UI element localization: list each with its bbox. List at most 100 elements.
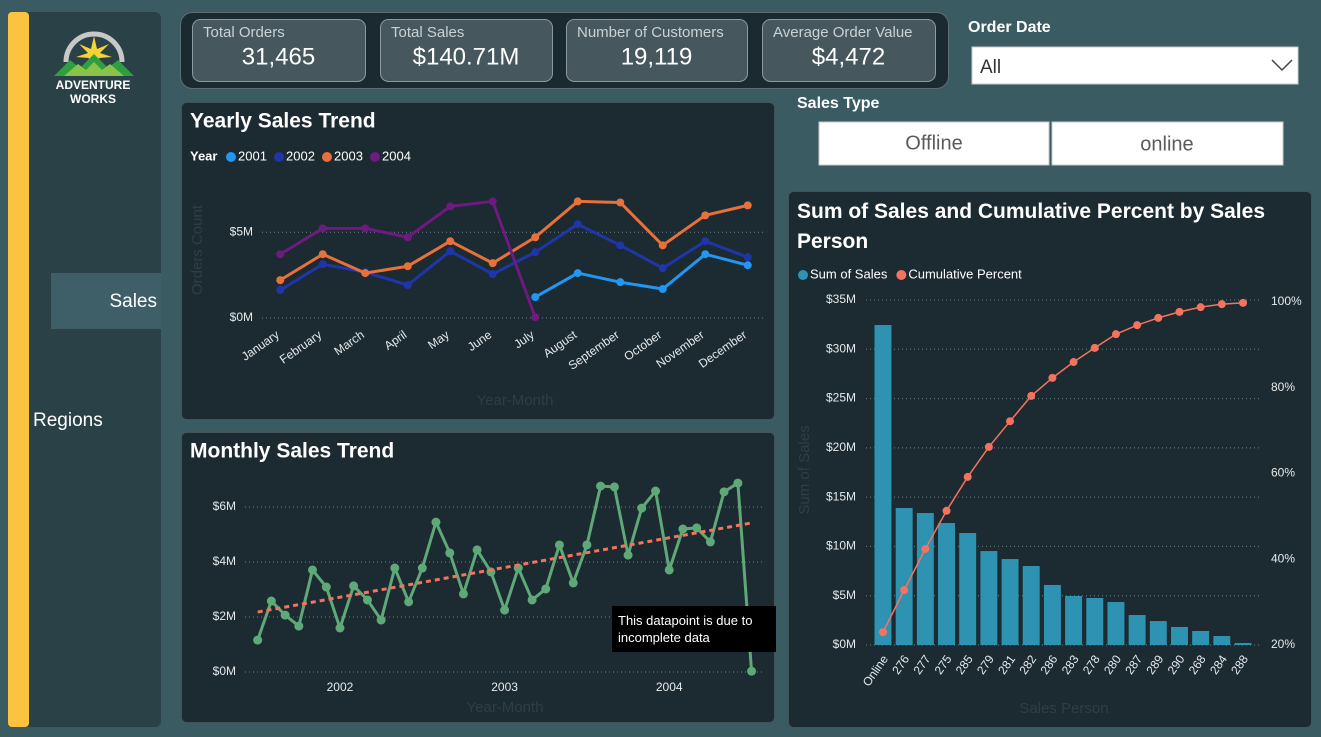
point <box>743 201 752 210</box>
point <box>318 250 327 259</box>
legend-label: 2003 <box>334 148 363 163</box>
bar <box>895 507 913 645</box>
point <box>500 605 510 615</box>
bar <box>1192 631 1210 645</box>
bar <box>1043 584 1061 645</box>
point <box>403 262 412 271</box>
point <box>531 313 540 322</box>
kpi-value: $140.71M <box>413 43 520 70</box>
nav-item-active[interactable] <box>51 273 161 329</box>
point <box>651 486 661 496</box>
legend-swatch <box>370 152 380 162</box>
line <box>534 252 749 299</box>
point <box>431 517 441 527</box>
slicer-button[interactable] <box>1051 121 1284 166</box>
point <box>266 596 276 606</box>
kpi-strip <box>180 12 949 89</box>
y-tick-label: $20M <box>826 440 856 454</box>
y-tick-label: $5M <box>833 588 856 602</box>
point <box>664 565 674 575</box>
bar <box>1234 643 1252 645</box>
point <box>963 472 972 481</box>
dropdown-value[interactable]: All <box>980 57 1001 78</box>
nav-item[interactable]: Regions <box>33 410 103 431</box>
x-tick-label: 2003 <box>491 680 518 694</box>
kpi-label: Number of Customers <box>577 24 724 41</box>
chart-title: Sum of Sales and Cumulative Percent by S… <box>797 200 1265 253</box>
point <box>658 241 667 250</box>
point <box>541 584 551 594</box>
point <box>276 250 285 259</box>
slicer-option[interactable]: online <box>1140 133 1193 155</box>
kpi-value: $4,472 <box>812 43 885 70</box>
nav-item[interactable]: Sales <box>109 291 157 312</box>
point <box>445 548 455 558</box>
point <box>705 537 715 547</box>
bar <box>1128 615 1146 645</box>
x-axis-title: Year-Month <box>467 699 544 716</box>
point <box>609 482 619 492</box>
point <box>318 260 327 269</box>
kpi-card <box>762 19 936 82</box>
point <box>701 237 710 246</box>
y-tick-label: $30M <box>826 341 856 355</box>
point <box>253 635 263 645</box>
kpi-value: 19,119 <box>621 43 693 70</box>
chart-panel <box>181 102 775 420</box>
point <box>1027 391 1036 400</box>
point <box>472 545 482 555</box>
chart-panel <box>181 432 775 723</box>
point <box>573 197 582 206</box>
point <box>446 237 455 246</box>
point <box>568 578 578 588</box>
slicer-button[interactable] <box>818 121 1050 166</box>
x-axis-title: Sales Person <box>1019 700 1108 717</box>
point <box>376 615 386 625</box>
filter-label: Sales Type <box>797 95 880 112</box>
point <box>1175 307 1184 316</box>
point <box>417 563 427 573</box>
point <box>616 278 625 287</box>
point <box>1217 300 1226 309</box>
point <box>921 544 930 553</box>
kpi-value: 31,465 <box>242 43 315 70</box>
point <box>719 487 729 497</box>
legend-label: 2002 <box>286 148 315 163</box>
y-tick-label: 40% <box>1271 551 1295 565</box>
y-tick-label: $10M <box>826 539 856 553</box>
y-tick-label: $0M <box>213 664 236 678</box>
legend-label: Cumulative Percent <box>908 266 1022 281</box>
annotation: This datapoint is due to incomplete data <box>612 606 776 652</box>
y-tick-label: $15M <box>826 489 856 503</box>
bar <box>1107 602 1125 645</box>
point <box>942 506 951 515</box>
point <box>701 211 710 220</box>
y-tick-label: $4M <box>213 554 236 568</box>
point <box>878 628 887 637</box>
x-tick-label: 2002 <box>327 680 354 694</box>
point <box>733 478 743 488</box>
y-tick-label: $5M <box>230 224 253 238</box>
logo-text: ADVENTURE <box>56 78 131 92</box>
dropdown[interactable] <box>971 46 1299 85</box>
bar <box>959 533 977 645</box>
point <box>1239 298 1248 307</box>
dropdown-arrow[interactable] <box>1271 59 1293 72</box>
point <box>1133 321 1142 330</box>
point <box>1090 343 1099 352</box>
nav-panel <box>8 12 161 727</box>
trend-line <box>257 521 752 614</box>
y-tick-label: $35M <box>826 292 856 306</box>
y-tick-label: 60% <box>1271 466 1295 480</box>
point <box>349 581 359 591</box>
bar <box>1213 636 1231 645</box>
point <box>488 270 497 279</box>
kpi-card <box>192 19 366 82</box>
slicer-option[interactable]: Offline <box>905 132 962 154</box>
point <box>307 565 317 575</box>
y-tick-label: $0M <box>230 310 253 324</box>
point <box>361 269 370 278</box>
point <box>403 281 412 290</box>
point <box>623 550 633 560</box>
